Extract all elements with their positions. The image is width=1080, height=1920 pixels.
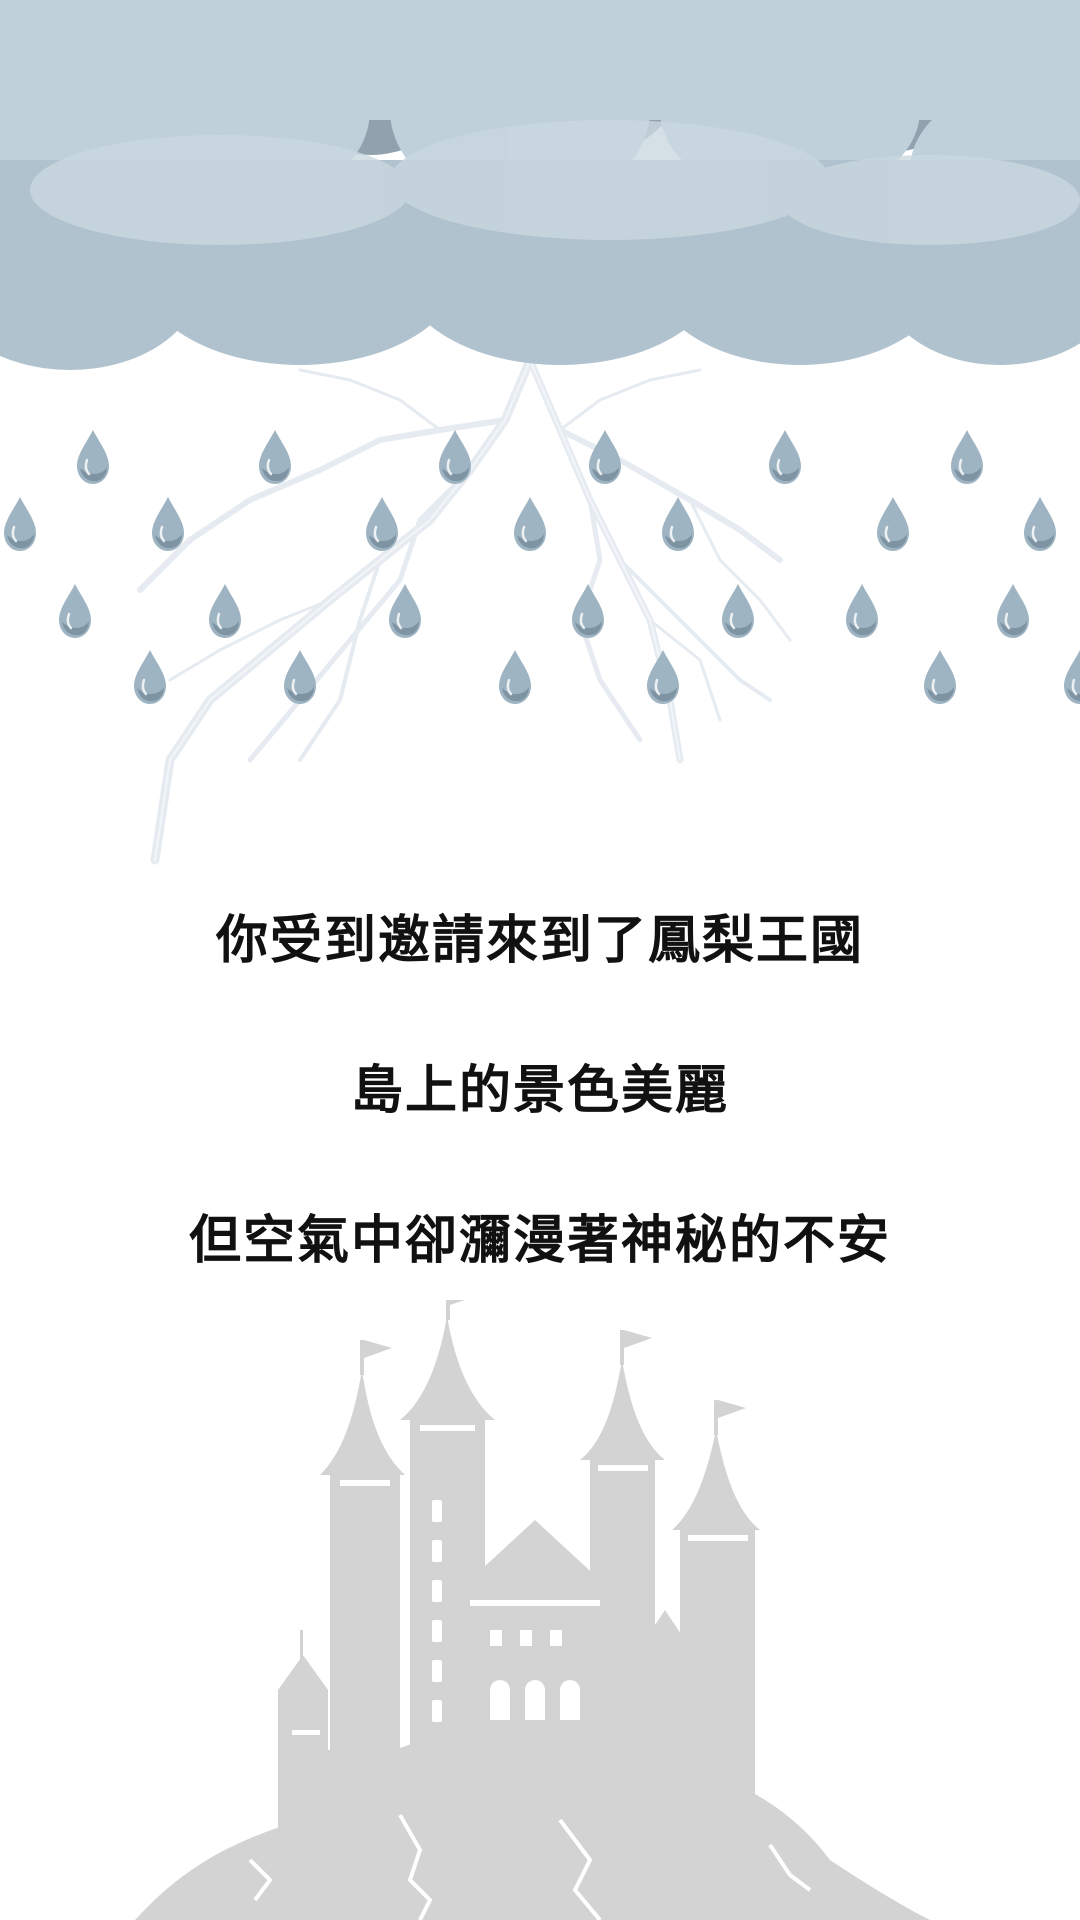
raindrop-icon: [2, 428, 1080, 706]
storm-cloud-icon: [0, 0, 1080, 370]
story-line-2: 島上的景色美麗: [350, 1061, 729, 1121]
castle-icon: [135, 1300, 930, 1920]
lightning-icon: [137, 355, 792, 865]
rain-drops: [2, 428, 1080, 706]
story-line-3: 但空氣中卻瀰漫著神秘的不安: [188, 1211, 891, 1271]
story-line-1: 你受到邀請來到了鳳梨王國: [215, 911, 864, 971]
